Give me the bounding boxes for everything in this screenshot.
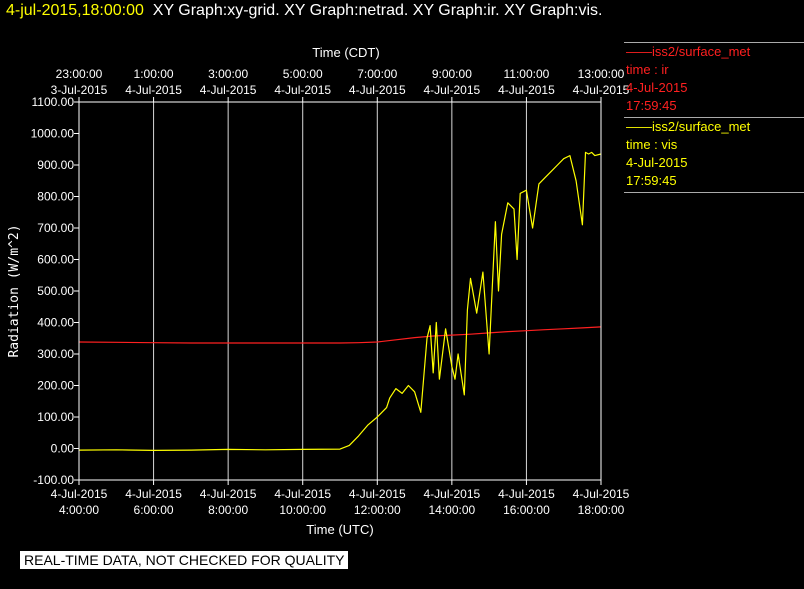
legend-entry-ir: ——iss2/surface_met time : ir 4-Jul-2015 … <box>624 42 804 117</box>
x-top-tick-date-label: 4-Jul-2015 <box>200 83 257 97</box>
x-tick-date-label: 4-Jul-2015 <box>125 487 182 501</box>
x-tick-date-label: 4-Jul-2015 <box>200 487 257 501</box>
legend-ir-time: 17:59:45 <box>626 98 677 113</box>
x-tick-time-label: 14:00:00 <box>428 503 475 517</box>
x-top-tick-date-label: 4-Jul-2015 <box>274 83 331 97</box>
x-top-tick-time-label: 13:00:00 <box>578 67 625 81</box>
x-top-tick-time-label: 3:00:00 <box>208 67 248 81</box>
x-tick-time-label: 12:00:00 <box>354 503 401 517</box>
x-tick-time-label: 18:00:00 <box>578 503 625 517</box>
y-tick-label: 400.00 <box>37 316 74 330</box>
x-top-tick-time-label: 11:00:00 <box>504 67 550 81</box>
legend-vis-var: time : vis <box>626 137 678 152</box>
x-top-tick-time-label: 23:00:00 <box>56 67 103 81</box>
x-axis-bottom-ticks: 4-Jul-2015 4:00:00 4-Jul-2015 6:00:00 4-Jul-… <box>51 480 630 517</box>
x-tick-time-label: 16:00:00 <box>503 503 550 517</box>
x-tick-time-label: 4:00:00 <box>59 503 99 517</box>
y-tick-label: 0.00 <box>51 442 75 456</box>
x-top-tick-date-label: 3-Jul-2015 <box>51 83 108 97</box>
x-tick-date-label: 4-Jul-2015 <box>573 487 630 501</box>
y-tick-label: -100.00 <box>33 473 74 487</box>
x-axis-label: Time (UTC) <box>306 522 373 537</box>
x-top-tick-date-label: 4-Jul-2015 <box>125 83 182 97</box>
legend: ——iss2/surface_met time : ir 4-Jul-2015 … <box>624 42 804 193</box>
x-tick-date-label: 4-Jul-2015 <box>51 487 108 501</box>
chart-series <box>78 151 602 451</box>
y-tick-label: 200.00 <box>37 379 74 393</box>
series-line-time-vis <box>78 151 602 451</box>
x-top-tick-time-label: 9:00:00 <box>432 67 472 81</box>
x-tick-time-label: 8:00:00 <box>208 503 248 517</box>
y-axis-label: Radiation (W/m^2) <box>7 224 22 357</box>
x-axis-top-label: Time (CDT) <box>312 45 379 60</box>
x-tick-date-label: 4-Jul-2015 <box>498 487 555 501</box>
chart-header: 4-jul-2015,18:00:00 XY Graph:xy-grid. XY… <box>6 2 602 20</box>
legend-vis-line: ——iss2/surface_met <box>626 119 751 134</box>
plot-frame <box>78 101 602 481</box>
x-top-tick-time-label: 5:00:00 <box>283 67 323 81</box>
series-line-time-ir <box>78 326 602 344</box>
legend-entry-vis: ——iss2/surface_met time : vis 4-Jul-2015… <box>624 117 804 193</box>
x-tick-date-label: 4-Jul-2015 <box>424 487 481 501</box>
y-tick-label: 300.00 <box>37 347 74 361</box>
x-tick-time-label: 6:00:00 <box>134 503 174 517</box>
y-tick-label: 1100.00 <box>32 95 75 109</box>
x-tick-date-label: 4-Jul-2015 <box>274 487 331 501</box>
legend-ir-date: 4-Jul-2015 <box>626 80 688 95</box>
x-top-tick-time-label: 7:00:00 <box>357 67 397 81</box>
x-top-tick-date-label: 4-Jul-2015 <box>573 83 630 97</box>
legend-vis-date: 4-Jul-2015 <box>626 155 688 170</box>
y-axis-ticks: -100.00 0.00 100.00 200.00 300.00 400.00 500.0… <box>31 95 79 487</box>
y-tick-label: 100.00 <box>37 410 74 424</box>
legend-ir-line: ——iss2/surface_met <box>626 44 751 59</box>
y-tick-label: 800.00 <box>37 190 74 204</box>
y-tick-label: 600.00 <box>37 253 74 267</box>
x-top-tick-date-label: 4-Jul-2015 <box>349 83 406 97</box>
x-top-tick-date-label: 4-Jul-2015 <box>498 83 555 97</box>
header-graph-titles: XY Graph:xy-grid. XY Graph:netrad. XY Gr… <box>152 2 603 19</box>
x-tick-date-label: 4-Jul-2015 <box>349 487 406 501</box>
y-tick-label: 900.00 <box>37 158 74 172</box>
header-timestamp: 4-jul-2015,18:00:00 <box>6 2 144 19</box>
y-tick-label: 1000.00 <box>31 127 75 141</box>
legend-ir-var: time : ir <box>626 62 669 77</box>
chart-grid <box>153 102 527 480</box>
x-tick-time-label: 10:00:00 <box>279 503 326 517</box>
x-axis-top-ticks: 23:00:00 3-Jul-2015 1:00:00 4-Jul-2015 3:00:… <box>51 67 630 102</box>
legend-vis-time: 17:59:45 <box>626 173 677 188</box>
y-tick-label: 700.00 <box>37 221 74 235</box>
x-top-tick-date-label: 4-Jul-2015 <box>424 83 481 97</box>
y-tick-label: 500.00 <box>37 284 74 298</box>
x-top-tick-time-label: 1:00:00 <box>134 67 174 81</box>
quality-banner: REAL-TIME DATA, NOT CHECKED FOR QUALITY <box>20 551 349 569</box>
